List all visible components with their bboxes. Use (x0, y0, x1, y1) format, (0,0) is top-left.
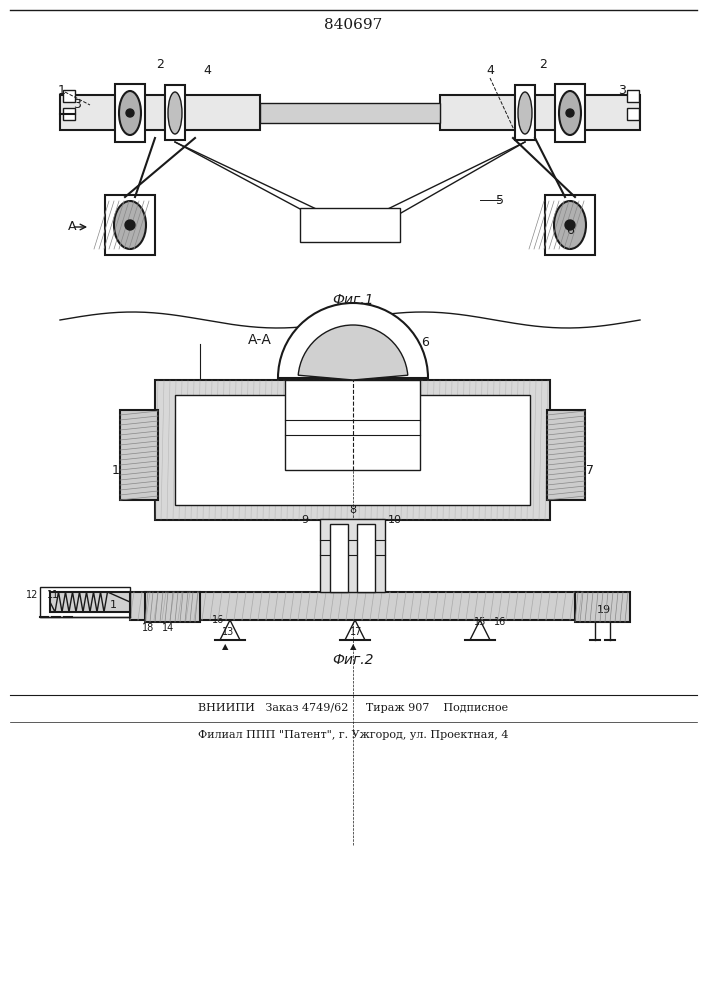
Text: Фиг.2: Фиг.2 (332, 653, 374, 667)
Bar (575, 592, 630, 622)
Bar (50, 592, 130, 612)
Bar (547, 410, 585, 500)
Bar (320, 519, 385, 592)
Text: 8: 8 (349, 505, 356, 515)
Text: 10: 10 (388, 515, 402, 525)
Text: Фиг.1: Фиг.1 (332, 293, 374, 307)
Text: А: А (68, 221, 76, 233)
Text: 16: 16 (494, 617, 506, 627)
Text: А-А: А-А (248, 333, 272, 347)
Bar (357, 524, 375, 592)
Text: 4: 4 (203, 64, 211, 77)
Text: 18: 18 (142, 623, 154, 633)
Text: 2: 2 (539, 58, 547, 72)
Bar (60, 95, 260, 130)
Text: Филиал ППП "Патент", г. Ужгород, ул. Проектная, 4: Филиал ППП "Патент", г. Ужгород, ул. Про… (198, 730, 508, 740)
Bar (120, 410, 158, 500)
Ellipse shape (119, 91, 141, 135)
Ellipse shape (554, 201, 586, 249)
Bar (545, 195, 595, 255)
Text: 3: 3 (618, 84, 626, 97)
Bar (627, 90, 639, 102)
Circle shape (565, 220, 575, 230)
Text: 12: 12 (26, 590, 38, 600)
Text: 17: 17 (350, 627, 362, 637)
Bar (440, 95, 640, 130)
Text: 1: 1 (110, 600, 117, 610)
Bar (165, 85, 185, 140)
Bar (40, 587, 130, 617)
Text: 1: 1 (112, 464, 120, 477)
Ellipse shape (168, 92, 182, 134)
Text: 2: 2 (156, 58, 164, 72)
Bar (300, 208, 400, 242)
Text: ▲: ▲ (222, 643, 228, 652)
Bar (115, 84, 145, 142)
Text: 19: 19 (597, 605, 611, 615)
Text: 14: 14 (162, 623, 174, 633)
Text: 11: 11 (47, 590, 59, 600)
Ellipse shape (518, 92, 532, 134)
Ellipse shape (559, 91, 581, 135)
Text: 840697: 840697 (324, 18, 382, 32)
Bar (63, 90, 75, 102)
Bar (130, 592, 580, 620)
Text: 3: 3 (73, 98, 81, 110)
Wedge shape (278, 303, 428, 378)
Text: 7: 7 (586, 464, 594, 477)
Bar (145, 592, 200, 622)
Bar (260, 103, 440, 123)
Bar (555, 84, 585, 142)
Circle shape (125, 220, 135, 230)
Bar (63, 108, 75, 120)
Bar (175, 395, 530, 505)
Wedge shape (298, 325, 408, 380)
Bar (627, 108, 639, 120)
Text: ВНИИПИ   Заказ 4749/62     Тираж 907    Подписное: ВНИИПИ Заказ 4749/62 Тираж 907 Подписное (198, 703, 508, 713)
Text: 4: 4 (486, 64, 494, 77)
Text: 16: 16 (212, 615, 224, 625)
Text: 6: 6 (566, 224, 574, 236)
Bar (155, 380, 550, 520)
Bar (105, 195, 155, 255)
Bar (330, 524, 348, 592)
Ellipse shape (114, 201, 146, 249)
Text: 6: 6 (421, 336, 429, 349)
Text: 15: 15 (474, 617, 486, 627)
Circle shape (126, 109, 134, 117)
Text: 13: 13 (222, 627, 234, 637)
Text: 1: 1 (58, 84, 66, 97)
Text: 9: 9 (301, 515, 308, 525)
Text: 5: 5 (496, 194, 504, 207)
Bar (285, 380, 420, 470)
Circle shape (566, 109, 574, 117)
Text: ▲: ▲ (350, 643, 356, 652)
Bar (515, 85, 535, 140)
